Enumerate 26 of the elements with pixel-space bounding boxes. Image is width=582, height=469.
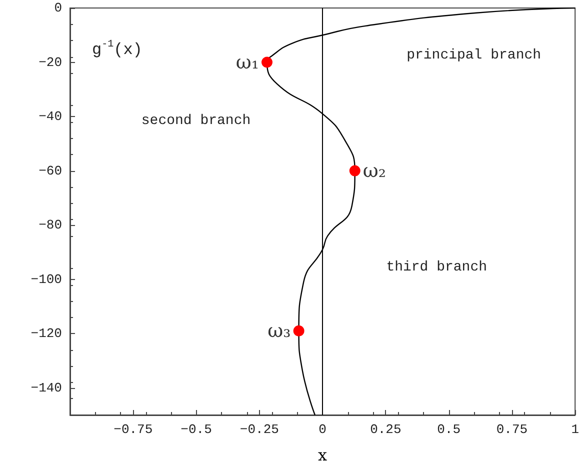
annotation: ω₂ bbox=[362, 160, 386, 182]
y-tick-label: 0 bbox=[54, 0, 62, 16]
y-tick-label: −120 bbox=[30, 326, 62, 342]
y-tick-label: −60 bbox=[38, 163, 62, 178]
point bbox=[349, 165, 360, 176]
x-tick-label: −0.5 bbox=[180, 422, 212, 437]
y-tick-label: −140 bbox=[30, 380, 62, 396]
x-tick-label: 0.25 bbox=[370, 422, 402, 437]
annotation: ω₃ bbox=[268, 320, 291, 342]
point bbox=[262, 56, 272, 68]
x-tick-label: −0.25 bbox=[240, 422, 279, 437]
point bbox=[293, 325, 304, 336]
x-axis-title: x bbox=[318, 446, 328, 464]
y-tick-label: −100 bbox=[30, 272, 62, 287]
x-tick-label: 1 bbox=[571, 422, 580, 437]
y-tick-label: −80 bbox=[38, 218, 62, 233]
y-tick-label: −40 bbox=[38, 109, 62, 124]
x-tick-label: 0.75 bbox=[496, 422, 528, 437]
x-tick-label: 0 bbox=[318, 422, 326, 437]
annotation: ω₁ bbox=[236, 51, 259, 74]
annotation: principal branch bbox=[406, 48, 542, 64]
y-tick-label: −20 bbox=[38, 54, 62, 70]
x-tick-label: −0.75 bbox=[114, 422, 153, 437]
annotation: second branch bbox=[141, 112, 251, 129]
annotation: third branch bbox=[386, 259, 488, 276]
x-tick-label: 0.5 bbox=[437, 422, 461, 437]
